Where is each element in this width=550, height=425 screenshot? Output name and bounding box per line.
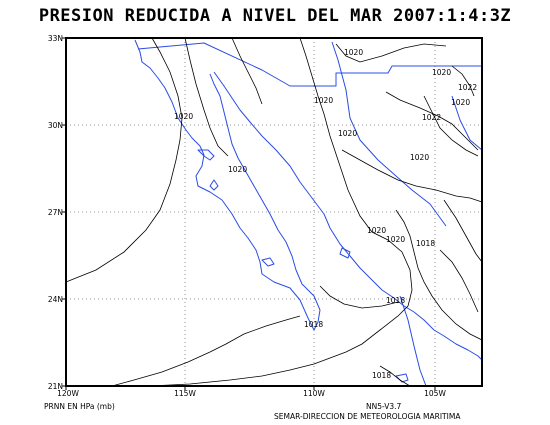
lon-label: 120W	[57, 389, 79, 398]
isobar-label: 1022	[422, 113, 441, 122]
isobar-label: 1020	[314, 96, 333, 105]
lat-label: 33N	[48, 34, 63, 43]
lat-label: 21N	[48, 382, 63, 391]
graticule	[66, 38, 482, 386]
lon-label: 115W	[174, 389, 196, 398]
model-version: NN5-V3.7	[366, 402, 402, 411]
agency-credit: SEMAR-DIRECCION DE METEOROLOGIA MARITIMA	[274, 412, 461, 421]
isobar-label: 1020	[344, 48, 363, 57]
isobar-labels: 1020 1020 1020 1022 1020 1022 1020 1020 …	[174, 48, 477, 380]
units-label: PRNN EN HPa (mb)	[44, 402, 115, 411]
map-title: PRESION REDUCIDA A NIVEL DEL MAR 2007:1:…	[38, 6, 512, 26]
lat-label: 27N	[48, 208, 63, 217]
isobar-label: 1020	[228, 165, 247, 174]
lon-label: 110W	[303, 389, 325, 398]
lat-label: 30N	[48, 121, 63, 130]
isobar-label: 1020	[386, 235, 405, 244]
isobar-label: 1020	[432, 68, 451, 77]
lat-label: 24N	[48, 295, 63, 304]
axis-ticks	[62, 37, 436, 390]
isobar-label: 1018	[304, 320, 323, 329]
isobar-label: 1018	[416, 239, 435, 248]
lon-label: 105W	[424, 389, 446, 398]
isobar-label: 1022	[458, 83, 477, 92]
isobar-label: 1020	[451, 98, 470, 107]
isobar-label: 1020	[338, 129, 357, 138]
isobar-label: 1020	[367, 226, 386, 235]
isobar-label: 1020	[410, 153, 429, 162]
isobar-label: 1018	[386, 296, 405, 305]
isobar-label: 1018	[372, 371, 391, 380]
isobars	[65, 37, 483, 387]
isobar-label: 1020	[174, 112, 193, 121]
coastline	[134, 39, 483, 387]
